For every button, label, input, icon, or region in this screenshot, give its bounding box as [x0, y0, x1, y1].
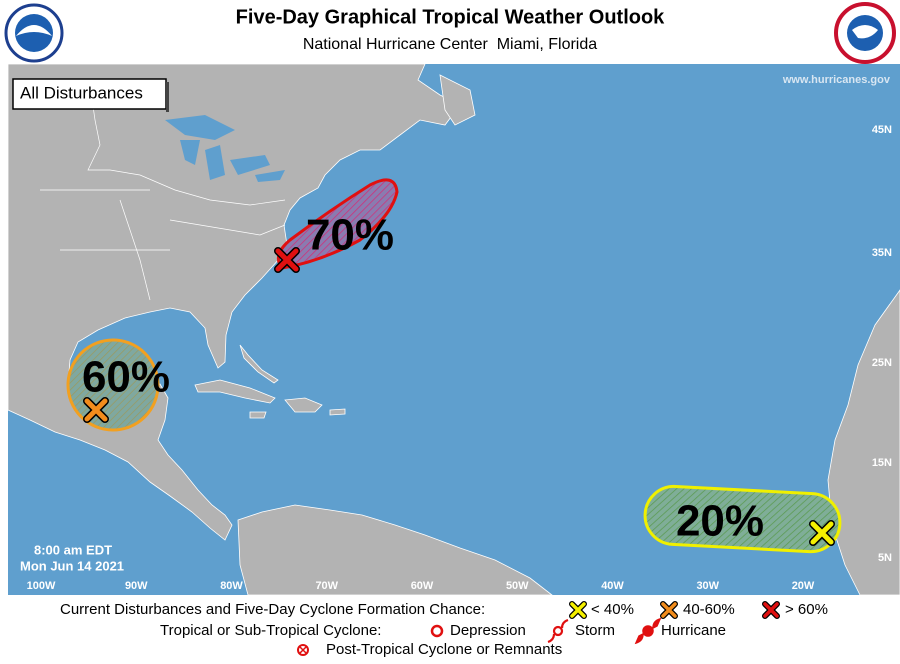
- longitude-label: 40W: [601, 580, 624, 592]
- africa: [827, 289, 900, 596]
- great-lakes: [165, 115, 285, 182]
- noaa-logo: [4, 3, 64, 63]
- title: Five-Day Graphical Tropical Weather Outl…: [236, 6, 666, 28]
- cuba: [194, 379, 276, 404]
- latitude-label: 35N: [872, 247, 892, 259]
- newfoundland: [439, 74, 476, 126]
- website: www.hurricanes.gov: [782, 74, 891, 86]
- chance-label: 60%: [82, 353, 170, 402]
- longitude-label: 70W: [315, 580, 338, 592]
- puerto-rico: [329, 408, 346, 416]
- south-america: [237, 504, 554, 596]
- legend-item: Depression: [450, 622, 526, 639]
- subtitle: National Hurricane Center Miami, Florida: [303, 36, 597, 53]
- latitude-label: 45N: [872, 124, 892, 136]
- chance-label: 20%: [676, 497, 764, 546]
- longitude-label: 100W: [27, 580, 56, 592]
- legend-heading: Tropical or Sub-Tropical Cyclone:: [160, 622, 381, 639]
- legend-item: Post-Tropical Cyclone or Remnants: [326, 641, 562, 658]
- depression-icon: [430, 624, 444, 638]
- chance-label: 70%: [306, 211, 394, 260]
- timestamp-date: Mon Jun 14 2021: [20, 558, 124, 573]
- longitude-label: 90W: [125, 580, 148, 592]
- longitude-label: 30W: [696, 580, 719, 592]
- legend-item: > 60%: [785, 601, 828, 618]
- nws-logo: [834, 2, 896, 64]
- legend-item: < 40%: [591, 601, 634, 618]
- layer-button-label: All Disturbances: [20, 83, 143, 102]
- disturbance-marker: [83, 247, 835, 546]
- storm-icon: [547, 618, 569, 644]
- legend-item: Storm: [575, 622, 615, 639]
- longitude-label: 80W: [220, 580, 243, 592]
- latitude-label: 25N: [872, 357, 892, 369]
- legend-item: Hurricane: [661, 622, 726, 639]
- legend-item: 40-60%: [683, 601, 735, 618]
- legend-heading: Current Disturbances and Five-Day Cyclon…: [60, 601, 485, 618]
- latitude-label: 5N: [878, 552, 892, 564]
- hispaniola: [284, 397, 323, 413]
- longitude-label: 20W: [792, 580, 815, 592]
- layer-button: All Disturbances: [12, 78, 169, 112]
- bahamas: [239, 344, 279, 384]
- latitude-label: 15N: [872, 457, 892, 469]
- timestamp-time: 8:00 am EDT: [34, 542, 112, 557]
- hurricane-icon: [634, 617, 662, 645]
- legend: Current Disturbances and Five-Day Cyclon…: [60, 601, 828, 658]
- borders: [40, 84, 286, 301]
- longitude-label: 50W: [506, 580, 529, 592]
- jamaica: [249, 411, 267, 419]
- map: 70% 60% 20% All Disturbances www.hurrica…: [7, 63, 900, 596]
- post-tropical-icon: [299, 646, 307, 654]
- longitude-label: 60W: [411, 580, 434, 592]
